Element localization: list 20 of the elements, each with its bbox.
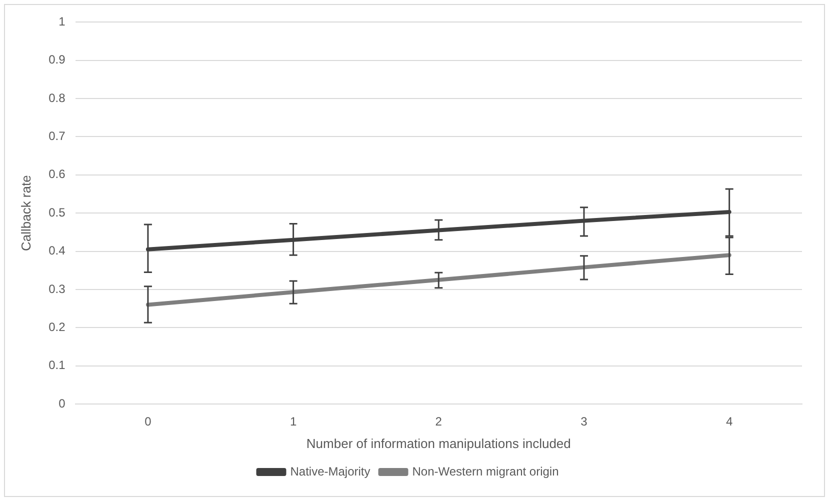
y-tick-label: 0.7 [48,129,66,144]
legend-label: Native-Majority [290,464,370,478]
x-tick-label: 3 [580,414,588,429]
x-tick-label: 4 [726,414,733,429]
y-tick-label: 0.4 [48,244,66,258]
x-axis-title: Number of information manipulations included [306,436,571,451]
y-tick-label: 0.9 [48,52,66,67]
x-tick-label: 0 [144,414,152,429]
legend-label: Non-Western migrant origin [412,464,559,478]
y-tick-label: 0.2 [48,320,66,334]
y-tick-label: 0.3 [48,282,66,296]
y-tick-label: 0.1 [48,358,66,372]
y-tick-label: 0 [58,396,66,410]
y-tick-label: 0.8 [48,90,66,105]
y-axis-title: Callback rate [18,175,34,252]
x-tick-label: 1 [290,414,297,429]
y-tick-label: 1 [58,14,66,29]
y-tick-label: 0.5 [48,205,66,220]
x-tick-label: 2 [435,414,442,429]
y-tick-label: 0.6 [48,167,66,182]
